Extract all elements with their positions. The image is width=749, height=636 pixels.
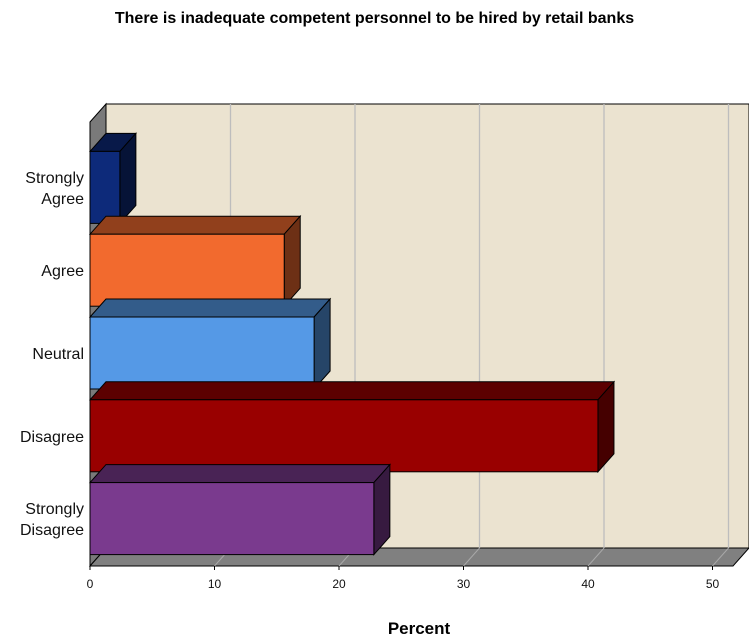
category-label-line: Strongly [25,170,84,187]
category-label: Agree [41,263,84,280]
category-label-line: Disagree [20,522,84,539]
x-axis-title: Percent [388,619,451,636]
category-labels: Strongly AgreeAgreeNeutralDisagreeStrongl… [20,170,84,539]
category-label-line: Agree [41,263,84,280]
bar [89,482,375,556]
bars [88,132,616,556]
tick-label: 20 [332,577,346,591]
category-label-line: Disagree [20,429,84,446]
tick-label: 40 [581,577,595,591]
tick-label: 30 [457,577,471,591]
bar [89,399,599,473]
category-label-line: Strongly [25,501,84,518]
bar [89,233,285,307]
bar-top-face [88,464,391,484]
bar-top-face [88,381,616,401]
category-label: Disagree [20,429,84,446]
bar-top-face [88,298,332,318]
x-axis-ticks: 0 10 20 30 40 50 [87,566,720,591]
grid-floor-line [587,547,605,567]
tick-label: 50 [706,577,720,591]
chart-title: There is inadequate competent personnel … [114,10,635,27]
bar [89,150,121,224]
tick-label: 10 [208,577,222,591]
category-label-line: Agree [41,191,84,208]
category-label: Neutral [32,346,84,363]
bar [89,316,315,390]
grid-floor-line [712,547,729,567]
tick-label: 0 [87,577,94,591]
category-label: Strongly Agree [25,170,84,208]
category-label: Strongly Disagree [20,501,84,539]
grid-floor-line [463,547,480,567]
category-label-line: Neutral [32,346,84,363]
bar-top-face [88,215,302,235]
